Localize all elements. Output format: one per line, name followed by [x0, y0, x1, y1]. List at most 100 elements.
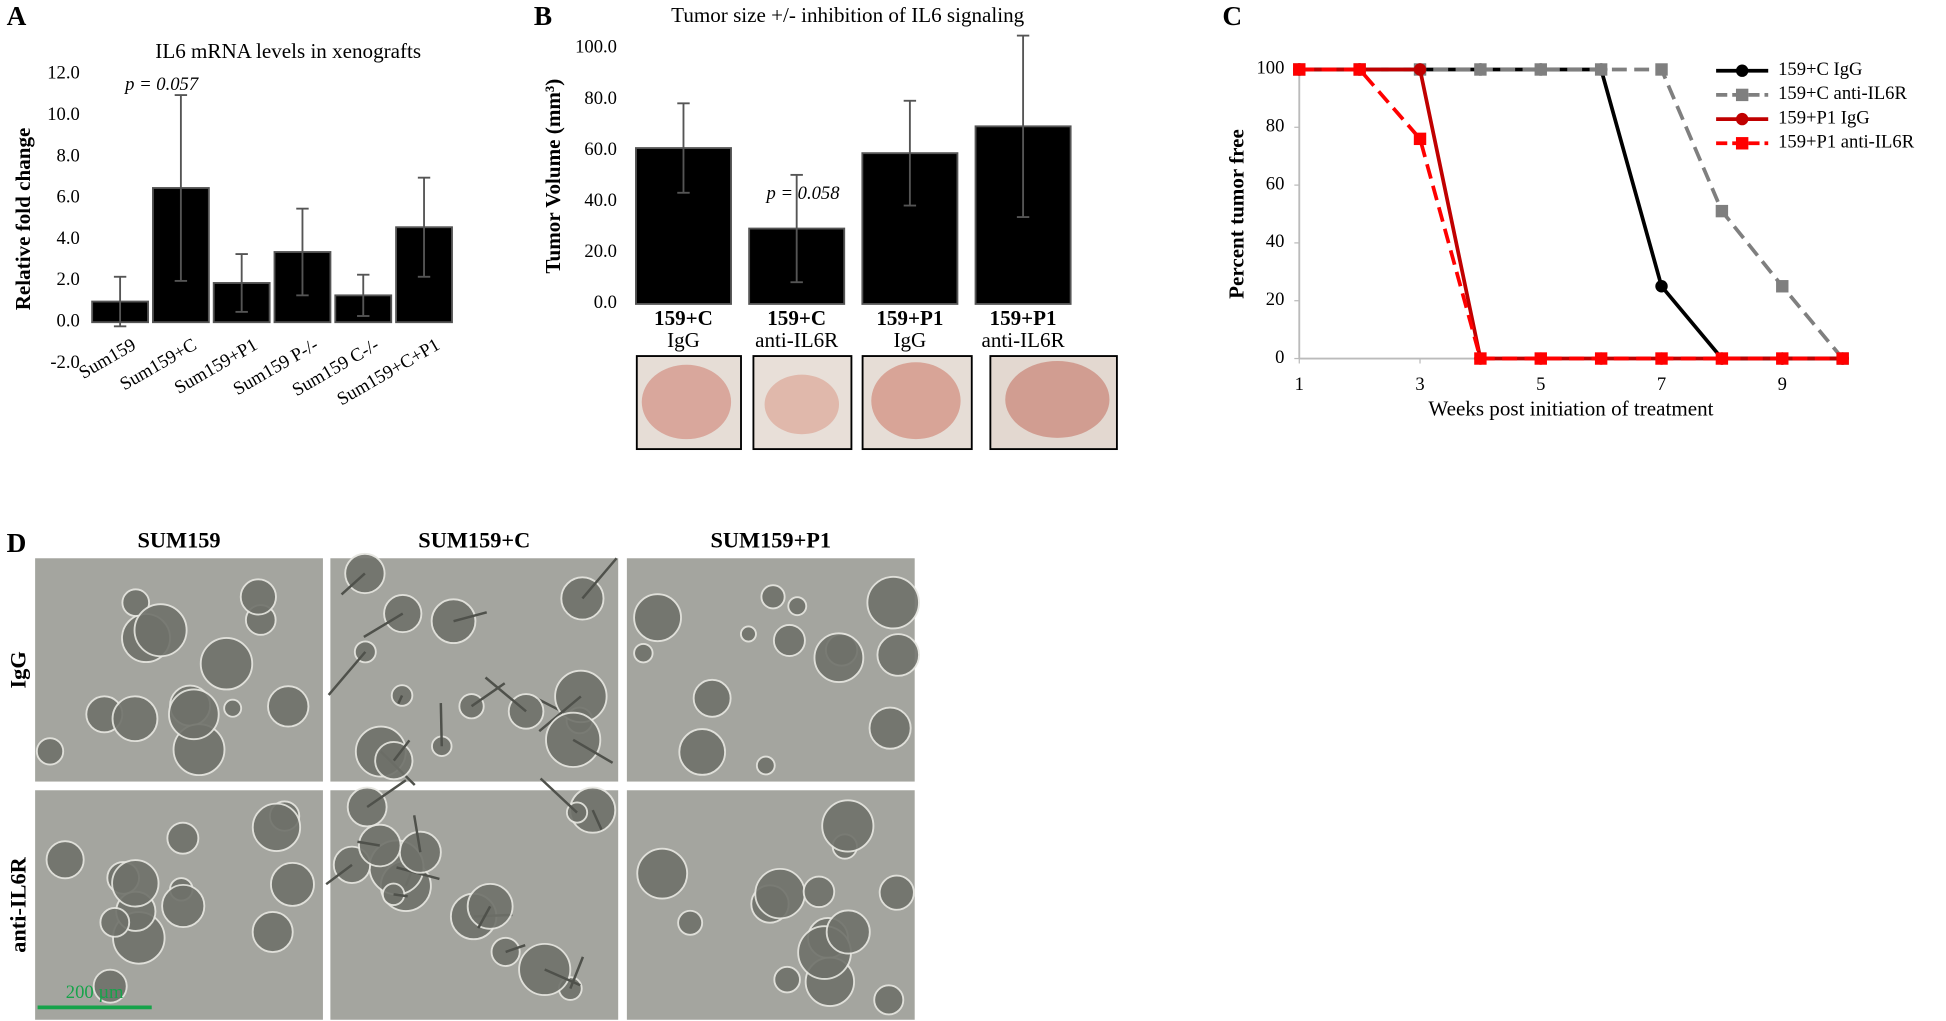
cell-process — [393, 893, 408, 898]
y-tick-label: 0 — [1275, 347, 1284, 368]
cell-process — [569, 956, 585, 990]
panel-label: C — [1222, 1, 1242, 31]
cell-process — [544, 968, 581, 987]
x-tick-label: 3 — [1415, 374, 1424, 395]
x-tick-label: anti-IL6R — [982, 328, 1066, 352]
x-tick-label: 159+C — [654, 306, 713, 330]
cell-cluster — [161, 883, 206, 929]
y-tick-label: 60 — [1266, 173, 1285, 194]
cell-process — [581, 557, 618, 600]
cell-cluster — [633, 593, 682, 643]
cell-cluster — [772, 624, 806, 657]
cell-process — [538, 695, 582, 733]
x-tick-label: IgG — [667, 328, 700, 352]
row-title: IgG — [5, 651, 30, 688]
series-line — [1299, 67, 1845, 360]
y-tick-label: 80 — [1266, 116, 1285, 137]
cell-process — [327, 651, 367, 696]
cell-process — [453, 611, 488, 623]
x-tick-label: 159+C — [767, 306, 826, 330]
data-point — [1776, 352, 1789, 365]
y-tick-label: 4.0 — [57, 228, 80, 249]
cell-cluster — [45, 840, 85, 880]
cell-process — [591, 809, 603, 831]
y-tick-label: 8.0 — [57, 145, 80, 166]
cell-cluster — [251, 911, 294, 953]
cell-process — [470, 682, 506, 708]
column-title: SUM159+C — [418, 527, 530, 552]
data-point — [1594, 63, 1608, 76]
cell-process — [484, 676, 527, 713]
cell-cluster — [677, 909, 704, 936]
cell-cluster — [111, 859, 160, 908]
data-point — [1474, 352, 1487, 365]
annotation: p = 0.058 — [765, 183, 841, 204]
panel-label: D — [7, 528, 27, 558]
y-tick-label: 100 — [1256, 58, 1284, 79]
data-point — [1293, 63, 1306, 76]
micrographs — [35, 552, 920, 1020]
data-point — [1715, 204, 1729, 218]
y-tick-label: 12.0 — [47, 63, 80, 84]
cell-cluster — [133, 603, 188, 658]
cell-cluster — [760, 584, 786, 610]
data-point — [1836, 352, 1849, 365]
cell-process — [392, 739, 411, 762]
error-bar — [677, 102, 690, 194]
cell-cluster — [878, 874, 915, 911]
error-bar — [113, 275, 127, 328]
y-axis-label: Relative fold change — [11, 128, 35, 311]
cell-process — [439, 703, 443, 747]
cell-cluster — [267, 685, 310, 728]
legend-marker — [1735, 64, 1749, 77]
data-point — [1413, 63, 1427, 76]
cell-process — [477, 905, 492, 929]
data-point — [1715, 352, 1729, 365]
series-line — [1299, 67, 1843, 361]
cell-process — [412, 815, 422, 853]
tumor-photos — [635, 355, 1118, 451]
annotation: p = 0.057 — [123, 74, 199, 95]
cell-process — [340, 572, 366, 596]
data-point — [1534, 352, 1547, 365]
data-point — [1353, 63, 1366, 76]
y-tick-label: 40 — [1266, 231, 1285, 252]
panel-label: B — [534, 1, 552, 31]
cell-cluster — [873, 984, 905, 1016]
series-line — [1299, 67, 1843, 361]
error-bar — [417, 176, 431, 278]
cell-cluster — [739, 625, 757, 643]
y-tick-label: 20 — [1266, 289, 1285, 310]
data-point — [1655, 280, 1668, 293]
panel-label: A — [7, 1, 27, 31]
data-point — [1594, 352, 1608, 365]
data-point — [1655, 352, 1668, 365]
data-point — [1534, 63, 1547, 76]
tumor — [1005, 361, 1110, 438]
cell-cluster — [251, 802, 302, 852]
cell-cluster — [92, 968, 128, 1004]
legend-label: 159+C anti-IL6R — [1778, 83, 1907, 104]
legend-label: 159+P1 IgG — [1778, 107, 1870, 128]
error-bar — [903, 99, 917, 207]
x-tick-label: 7 — [1657, 374, 1666, 395]
cell-cluster — [813, 632, 865, 684]
data-point — [1776, 280, 1789, 293]
error-bar — [296, 207, 309, 297]
cell-cluster — [35, 737, 65, 766]
x-tick-label: anti-IL6R — [755, 328, 839, 352]
y-axis-label: Percent tumor free — [1224, 129, 1248, 299]
tumor — [871, 362, 961, 440]
cell-process — [397, 695, 404, 705]
chart-title: Tumor size +/- inhibition of IL6 signali… — [671, 3, 1024, 27]
cell-cluster — [802, 875, 836, 909]
y-tick-label: -2.0 — [50, 352, 79, 373]
cell-cluster — [633, 642, 654, 664]
cell-cluster — [754, 867, 806, 920]
x-tick-label: 9 — [1778, 374, 1787, 395]
cell-cluster — [636, 847, 689, 900]
cell-cluster — [121, 588, 151, 617]
cell-cluster — [430, 598, 477, 645]
legend-marker — [1735, 88, 1749, 102]
